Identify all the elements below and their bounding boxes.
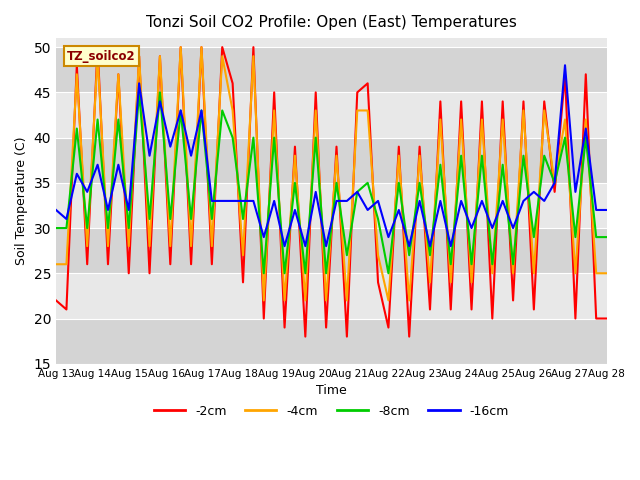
Bar xyxy=(56,92,607,138)
Bar xyxy=(56,183,607,228)
Bar xyxy=(56,228,607,273)
Bar xyxy=(56,319,607,364)
Y-axis label: Soil Temperature (C): Soil Temperature (C) xyxy=(15,137,28,265)
Text: TZ_soilco2: TZ_soilco2 xyxy=(67,49,136,62)
Legend: -2cm, -4cm, -8cm, -16cm: -2cm, -4cm, -8cm, -16cm xyxy=(148,400,514,422)
Title: Tonzi Soil CO2 Profile: Open (East) Temperatures: Tonzi Soil CO2 Profile: Open (East) Temp… xyxy=(146,15,516,30)
X-axis label: Time: Time xyxy=(316,384,347,397)
Bar xyxy=(56,273,607,319)
Bar xyxy=(56,138,607,183)
Bar xyxy=(56,47,607,92)
